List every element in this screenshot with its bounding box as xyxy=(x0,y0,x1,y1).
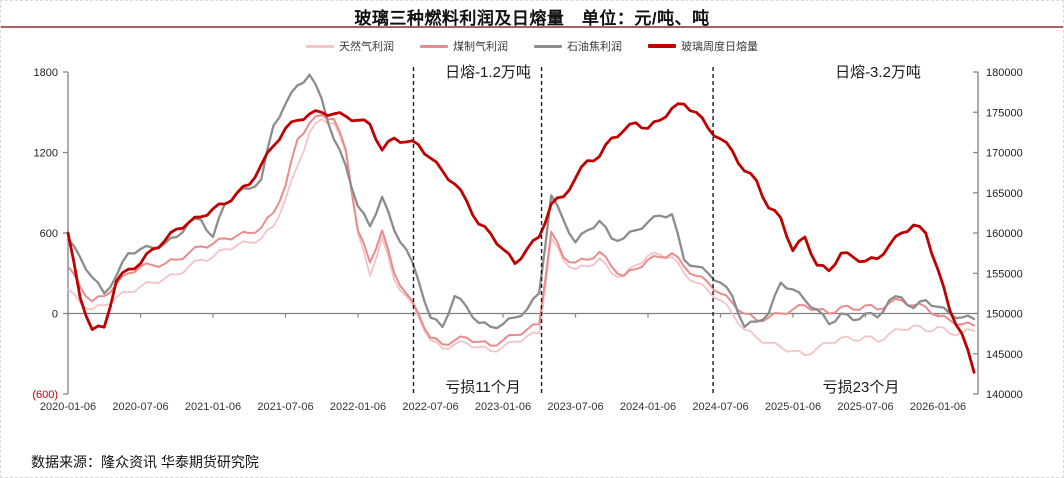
right-tick-label: 160000 xyxy=(986,228,1023,240)
series-line-natural_gas xyxy=(67,118,975,356)
left-tick-label: 1200 xyxy=(34,148,58,160)
annotation-loss-2: 亏损23个月 xyxy=(822,379,900,396)
legend-item-petro_coke: 石油焦利润 xyxy=(534,38,622,54)
annotation-melt-2: 日熔-3.2万吨 xyxy=(835,64,921,81)
x-tick-label: 2022-07-06 xyxy=(402,401,458,413)
legend-label: 玻璃周度日熔量 xyxy=(681,41,758,53)
x-tick-label: 2020-07-06 xyxy=(112,401,168,413)
x-tick-label: 2021-07-06 xyxy=(257,401,313,413)
page-title: 玻璃三种燃料利润及日熔量 单位：元/吨、吨 xyxy=(354,9,710,28)
legend-line-swatch-petro_coke xyxy=(534,44,562,48)
right-tick-label: 140000 xyxy=(986,389,1023,401)
left-tick-label: (600) xyxy=(32,389,58,401)
left-tick-label: 0 xyxy=(52,309,58,321)
legend-label: 石油焦利润 xyxy=(567,41,622,53)
legend-line-swatch-natural_gas xyxy=(306,44,334,48)
left-tick-label: 600 xyxy=(40,228,58,240)
annotation-melt-1: 日熔-1.2万吨 xyxy=(445,64,531,81)
legend-label: 煤制气利润 xyxy=(453,41,508,53)
legend-item-coal_gas: 煤制气利润 xyxy=(420,38,508,54)
series-line-coal_gas xyxy=(67,113,975,347)
annotation-loss-1: 亏损11个月 xyxy=(445,379,521,396)
chart-legend: 天然气利润 煤制气利润 石油焦利润 玻璃周度日熔量 xyxy=(1,38,1063,54)
x-tick-label: 2021-01-06 xyxy=(185,401,241,413)
x-tick-label: 2024-07-06 xyxy=(692,401,748,413)
left-tick-label: 1800 xyxy=(34,67,58,79)
right-tick-label: 175000 xyxy=(986,107,1023,119)
x-tick-label: 2024-01-06 xyxy=(620,401,676,413)
legend-label: 天然气利润 xyxy=(339,41,394,53)
x-tick-label: 2023-01-06 xyxy=(475,401,531,413)
title-underline-rule xyxy=(1,26,1063,28)
right-tick-label: 170000 xyxy=(986,148,1023,160)
legend-line-swatch-melt_volume xyxy=(648,44,676,48)
series-line-melt_volume xyxy=(66,102,976,374)
x-tick-label: 2023-07-06 xyxy=(547,401,603,413)
legend-item-natural_gas: 天然气利润 xyxy=(306,38,394,54)
x-tick-label: 2025-01-06 xyxy=(765,401,821,413)
right-tick-label: 180000 xyxy=(986,67,1023,79)
x-tick-label: 2026-01-06 xyxy=(910,401,966,413)
right-tick-label: 165000 xyxy=(986,188,1023,200)
legend-line-swatch-coal_gas xyxy=(420,44,448,48)
right-tick-label: 150000 xyxy=(986,309,1023,321)
x-tick-label: 2020-01-06 xyxy=(40,401,96,413)
legend-item-melt_volume: 玻璃周度日熔量 xyxy=(648,38,758,54)
right-tick-label: 155000 xyxy=(986,268,1023,280)
x-tick-label: 2025-07-06 xyxy=(837,401,893,413)
series-line-petro_coke xyxy=(66,73,976,330)
right-tick-label: 145000 xyxy=(986,349,1023,361)
data-source-note: 数据来源：隆众资讯 华泰期货研究院 xyxy=(31,454,259,470)
x-tick-label: 2022-01-06 xyxy=(330,401,386,413)
